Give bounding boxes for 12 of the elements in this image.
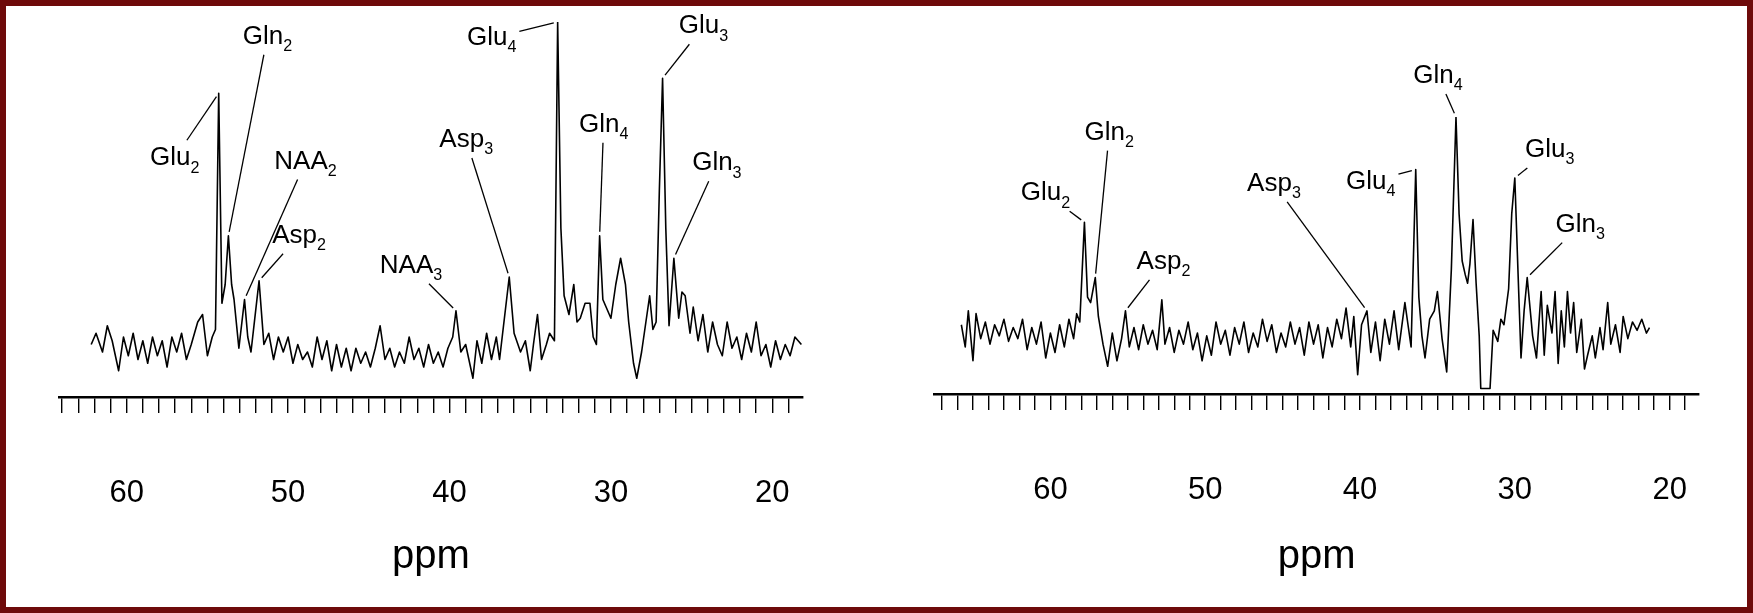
- x-tick-label: 20: [755, 474, 790, 510]
- x-tick-label: 30: [1497, 471, 1533, 507]
- x-axis-title: ppm: [1277, 532, 1356, 577]
- x-tick-label: 40: [1342, 471, 1378, 507]
- x-axis-title: ppm: [392, 532, 470, 577]
- x-tick-label: 60: [1033, 471, 1068, 507]
- x-tick-label: 60: [109, 474, 144, 510]
- x-tick-label: 40: [432, 474, 467, 510]
- x-tick-label: 30: [593, 474, 629, 510]
- x-tick-label: 50: [270, 474, 306, 510]
- x-tick-label: 50: [1187, 471, 1223, 507]
- x-tick-label: 20: [1652, 471, 1687, 507]
